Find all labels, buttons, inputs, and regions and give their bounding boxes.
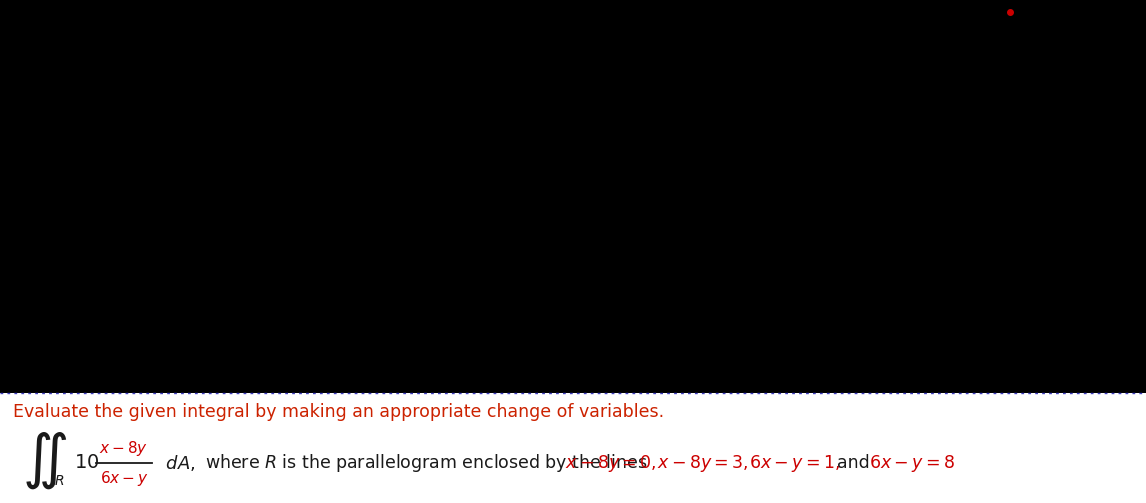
Text: $6x - y = 8$: $6x - y = 8$: [869, 453, 955, 473]
Text: Evaluate the given integral by making an appropriate change of variables.: Evaluate the given integral by making an…: [13, 403, 665, 421]
Text: and: and: [837, 454, 870, 472]
Bar: [0, 393, 1146, 503]
Text: $10$: $10$: [74, 454, 100, 472]
Text: $dA,$: $dA,$: [160, 453, 196, 473]
Text: $6x - y$: $6x - y$: [100, 468, 148, 487]
Text: $R$: $R$: [54, 474, 64, 488]
Text: $\iint$: $\iint$: [23, 431, 68, 491]
Text: $x - 8y$: $x - 8y$: [100, 440, 149, 459]
Text: $x - 8y = 3,$: $x - 8y = 3,$: [657, 453, 748, 473]
Text: $x - 8y = 0,$: $x - 8y = 0,$: [565, 453, 657, 473]
Text: $6x - y = 1,$: $6x - y = 1,$: [749, 453, 840, 473]
Text: where $R$ is the parallelogram enclosed by the lines: where $R$ is the parallelogram enclosed …: [205, 452, 647, 474]
